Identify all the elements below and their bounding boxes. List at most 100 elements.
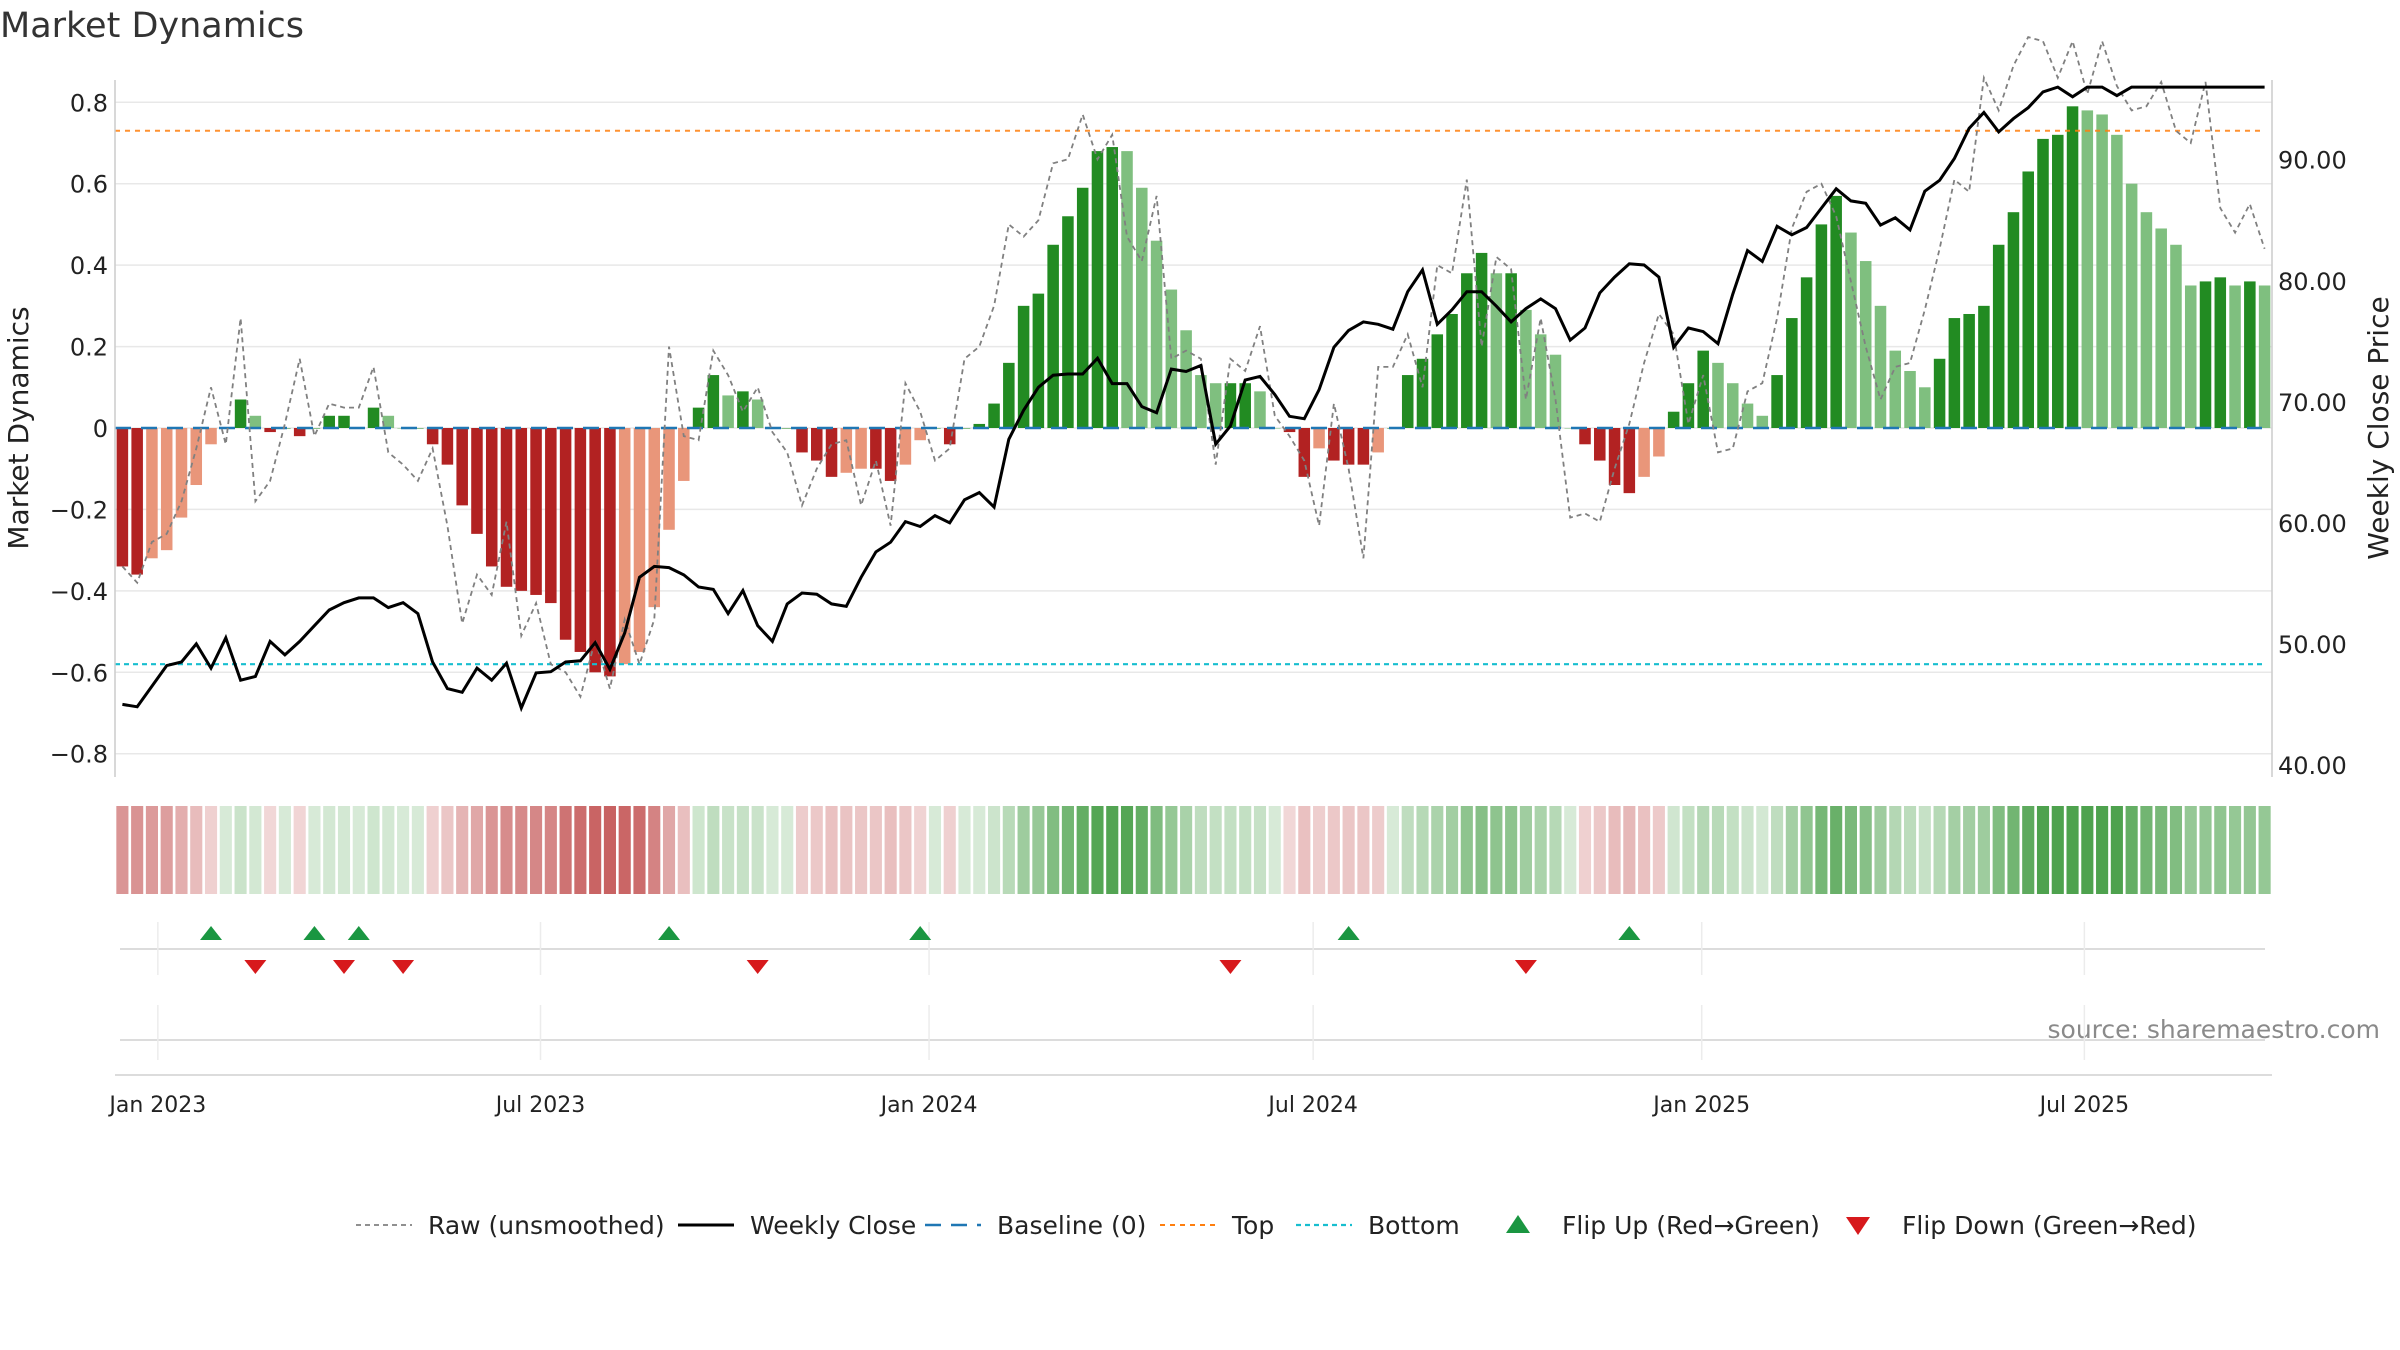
momentum-bar	[1195, 375, 1207, 428]
heat-cell	[2081, 806, 2094, 894]
legend-swatch	[1846, 1217, 1870, 1235]
momentum-bar	[441, 428, 454, 465]
heat-cell	[2155, 806, 2168, 894]
momentum-bar	[1771, 375, 1783, 428]
heat-cell	[293, 806, 306, 894]
heat-cell	[1239, 806, 1252, 894]
momentum-bar	[751, 399, 764, 428]
momentum-bar	[1520, 309, 1532, 428]
heat-cell	[1209, 806, 1222, 894]
momentum-bar	[648, 428, 661, 608]
momentum-bar	[1786, 318, 1798, 428]
heat-cell	[1342, 806, 1355, 894]
heat-cell	[1283, 806, 1296, 894]
heat-cell	[352, 806, 365, 894]
heat-cell	[1298, 806, 1311, 894]
momentum-bar	[485, 428, 498, 567]
momentum-bar	[1446, 313, 1458, 428]
heat-cell	[1948, 806, 1961, 894]
heat-cell	[1549, 806, 1562, 894]
momentum-bar	[1401, 375, 1414, 428]
momentum-bar	[426, 428, 439, 445]
heat-cell	[278, 806, 291, 894]
heat-cell	[1224, 806, 1237, 894]
heat-cell	[559, 806, 572, 894]
legend-item-raw: Raw (unsmoothed)	[356, 1211, 665, 1240]
momentum-bar	[559, 428, 572, 640]
heat-cell	[2125, 806, 2138, 894]
heat-cell	[337, 806, 351, 894]
momentum-bar	[1298, 428, 1311, 477]
momentum-bar	[116, 428, 129, 567]
xtick-label: Jan 2023	[107, 1093, 206, 1118]
momentum-bar	[2022, 171, 2034, 429]
heat-cell	[426, 806, 439, 894]
heat-cell	[1534, 806, 1547, 894]
momentum-bars	[116, 106, 2271, 677]
heat-cell	[692, 806, 705, 894]
ytick-right-label: 70.00	[2278, 389, 2347, 417]
momentum-bar	[2007, 212, 2020, 428]
heat-cell	[219, 806, 232, 894]
momentum-bar	[973, 423, 986, 428]
heat-cell	[116, 806, 129, 894]
momentum-bar	[811, 428, 823, 461]
legend-item-flip_up: Flip Up (Red→Green)	[1506, 1211, 1820, 1240]
momentum-bar	[1608, 428, 1621, 486]
heat-cell	[677, 806, 690, 894]
momentum-bar	[1549, 354, 1562, 428]
heat-cell	[249, 806, 262, 894]
heat-cell	[1830, 806, 1843, 894]
momentum-bar	[1357, 428, 1370, 465]
heat-cell	[1505, 806, 1518, 894]
momentum-bar	[190, 428, 203, 486]
momentum-bar	[692, 407, 705, 428]
momentum-bar	[574, 428, 587, 652]
heat-cell	[1150, 806, 1163, 894]
heat-cell	[1756, 806, 1769, 894]
heat-cell	[943, 806, 956, 894]
momentum-bar	[1594, 428, 1606, 461]
momentum-bar	[1121, 151, 1133, 429]
momentum-bar	[958, 428, 971, 429]
heat-cell	[722, 806, 735, 894]
momentum-bar	[1003, 362, 1015, 428]
heat-cell	[662, 806, 676, 894]
heat-cell	[2051, 806, 2064, 894]
heat-cell	[2110, 806, 2123, 894]
momentum-bar	[1091, 151, 1104, 429]
heat-cell	[1977, 806, 1990, 894]
ytick-left-label: −0.6	[50, 659, 108, 687]
xtick-label: Jan 2024	[879, 1093, 978, 1118]
heat-cell	[234, 806, 247, 894]
momentum-bar	[781, 428, 793, 429]
ytick-left-label: −0.4	[50, 578, 108, 606]
heat-cell	[1061, 806, 1074, 894]
heat-cell	[470, 806, 484, 894]
raw-series-line	[121, 36, 2266, 699]
momentum-bar	[175, 428, 188, 518]
heat-cell	[2184, 806, 2197, 894]
heat-cell	[1165, 806, 1178, 894]
heat-cell	[1047, 806, 1060, 894]
momentum-bar	[2037, 138, 2049, 428]
ytick-left-label: 0.8	[70, 89, 108, 117]
heat-cell	[1475, 806, 1488, 894]
momentum-bar	[840, 428, 853, 473]
heat-cell	[204, 806, 218, 894]
heat-cell	[2258, 806, 2271, 894]
heat-cell	[987, 806, 1001, 894]
heat-cell	[810, 806, 823, 894]
flip-up-marker	[658, 926, 681, 940]
heat-cell	[1416, 806, 1429, 894]
momentum-bar	[1032, 293, 1045, 428]
ytick-left-label: 0.4	[70, 252, 108, 280]
momentum-bar	[825, 428, 838, 477]
momentum-bar	[1756, 415, 1769, 428]
momentum-bar	[2214, 277, 2227, 428]
momentum-bar	[205, 428, 217, 445]
heat-cell	[2140, 806, 2153, 894]
momentum-bar	[1682, 383, 1695, 428]
momentum-bar	[1047, 244, 1059, 428]
momentum-bar	[2170, 244, 2182, 428]
